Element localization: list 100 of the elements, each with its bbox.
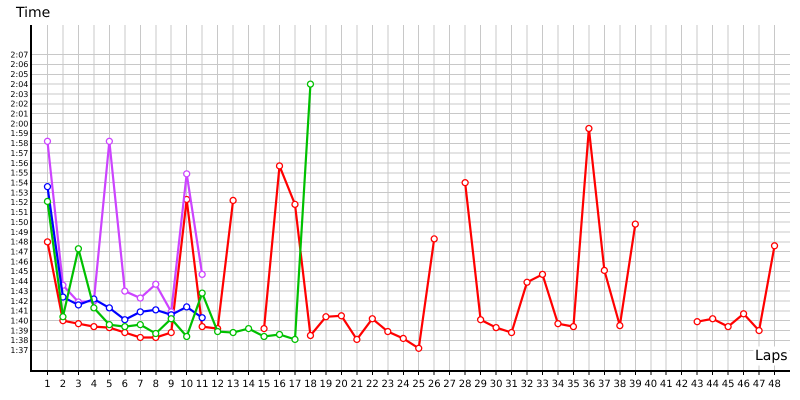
x-tick-label: 8 [152, 379, 159, 390]
x-tick-label: 20 [335, 379, 348, 390]
y-tick-label: 1:50 [10, 218, 28, 227]
y-tick-label: 1:44 [10, 277, 28, 286]
point [291, 336, 299, 344]
point [121, 316, 128, 324]
x-tick-label: 5 [106, 379, 113, 390]
x-tick-label: 30 [490, 379, 502, 390]
point [538, 270, 546, 278]
x-tick-label: 1 [44, 379, 51, 390]
point [338, 312, 346, 320]
point [198, 289, 206, 297]
point [152, 280, 160, 288]
point [492, 324, 500, 332]
y-tick-label: 2:01 [10, 110, 28, 119]
point [755, 326, 763, 334]
point [74, 245, 82, 252]
y-tick-label: 1:46 [10, 257, 28, 266]
point [198, 270, 206, 278]
point [508, 328, 516, 336]
x-tick-label: 38 [613, 379, 626, 390]
x-tick-label: 14 [242, 379, 255, 390]
x-tick-label: 43 [690, 379, 704, 390]
x-tick-label: 46 [737, 379, 750, 390]
point [229, 196, 237, 204]
y-tick-label: 2:05 [10, 70, 28, 80]
point [136, 321, 144, 328]
x-tick-label: 24 [396, 379, 410, 390]
point [384, 328, 392, 336]
point [570, 322, 578, 330]
x-tick-label: 27 [443, 379, 456, 390]
x-tick-label: 16 [273, 379, 286, 390]
x-tick-label: 12 [211, 379, 224, 390]
point [168, 328, 175, 336]
x-tick-label: 22 [366, 379, 379, 390]
y-tick-label: 1:52 [10, 198, 28, 208]
point [368, 315, 376, 322]
point [585, 124, 593, 132]
x-tick-label: 13 [226, 379, 240, 390]
point [106, 321, 113, 328]
x-tick-label: 25 [412, 379, 426, 390]
x-tick-label: 6 [122, 379, 128, 390]
y-tick-label: 1:43 [10, 286, 28, 296]
x-axis-title: Laps [755, 348, 788, 364]
point [353, 336, 361, 344]
point [198, 322, 206, 330]
point [476, 316, 484, 324]
x-tick-label: 44 [706, 379, 720, 390]
y-tick-label: 2:00 [10, 119, 28, 128]
point [106, 304, 113, 312]
x-tick-label: 7 [137, 379, 144, 390]
x-tick-label: 15 [258, 379, 270, 390]
point [740, 310, 748, 318]
x-tick-label: 32 [520, 379, 534, 390]
x-tick-label: 35 [567, 379, 580, 390]
point [244, 324, 252, 332]
point [121, 328, 128, 336]
x-tick-label: 11 [196, 379, 209, 390]
point [260, 324, 268, 332]
x-tick-label: 21 [350, 379, 364, 390]
x-tick-label: 2 [60, 379, 66, 390]
point [632, 220, 639, 228]
point [136, 334, 144, 342]
y-tick-label: 1:59 [10, 129, 28, 138]
point [168, 315, 175, 322]
point [400, 334, 407, 342]
x-tick-label: 36 [582, 379, 596, 390]
y-tick-label: 2:07 [10, 50, 28, 60]
y-tick-label: 1:57 [10, 148, 28, 158]
x-tick-label: 41 [660, 379, 673, 390]
point [136, 308, 144, 316]
point [276, 162, 284, 170]
x-tick-label: 4 [90, 379, 98, 390]
point [74, 320, 82, 328]
point [152, 330, 160, 338]
point [121, 322, 128, 330]
x-tick-label: 40 [644, 379, 658, 390]
y-tick-label: 2:06 [10, 60, 28, 70]
point [523, 278, 531, 286]
x-tick-label: 29 [474, 379, 487, 390]
point [59, 313, 67, 320]
x-tick-label: 42 [675, 379, 688, 390]
y-tick-label: 1:56 [10, 158, 28, 168]
point [276, 330, 284, 338]
point [600, 266, 608, 274]
y-tick-label: 1:58 [10, 139, 28, 148]
x-tick-label: 18 [304, 379, 317, 390]
y-tick-label: 1:54 [10, 178, 28, 188]
x-tick-label: 33 [536, 379, 549, 390]
y-tick-label: 1:41 [10, 306, 28, 316]
x-tick-label: 45 [722, 379, 734, 390]
y-tick-label: 2:02 [10, 100, 28, 109]
y-tick-label: 1:55 [10, 168, 28, 178]
y-tick-label: 1:48 [10, 238, 28, 247]
point [306, 332, 314, 340]
point [260, 332, 268, 340]
point [106, 138, 113, 145]
point [44, 198, 52, 206]
y-tick-label: 1:45 [10, 267, 28, 276]
point [183, 303, 190, 311]
